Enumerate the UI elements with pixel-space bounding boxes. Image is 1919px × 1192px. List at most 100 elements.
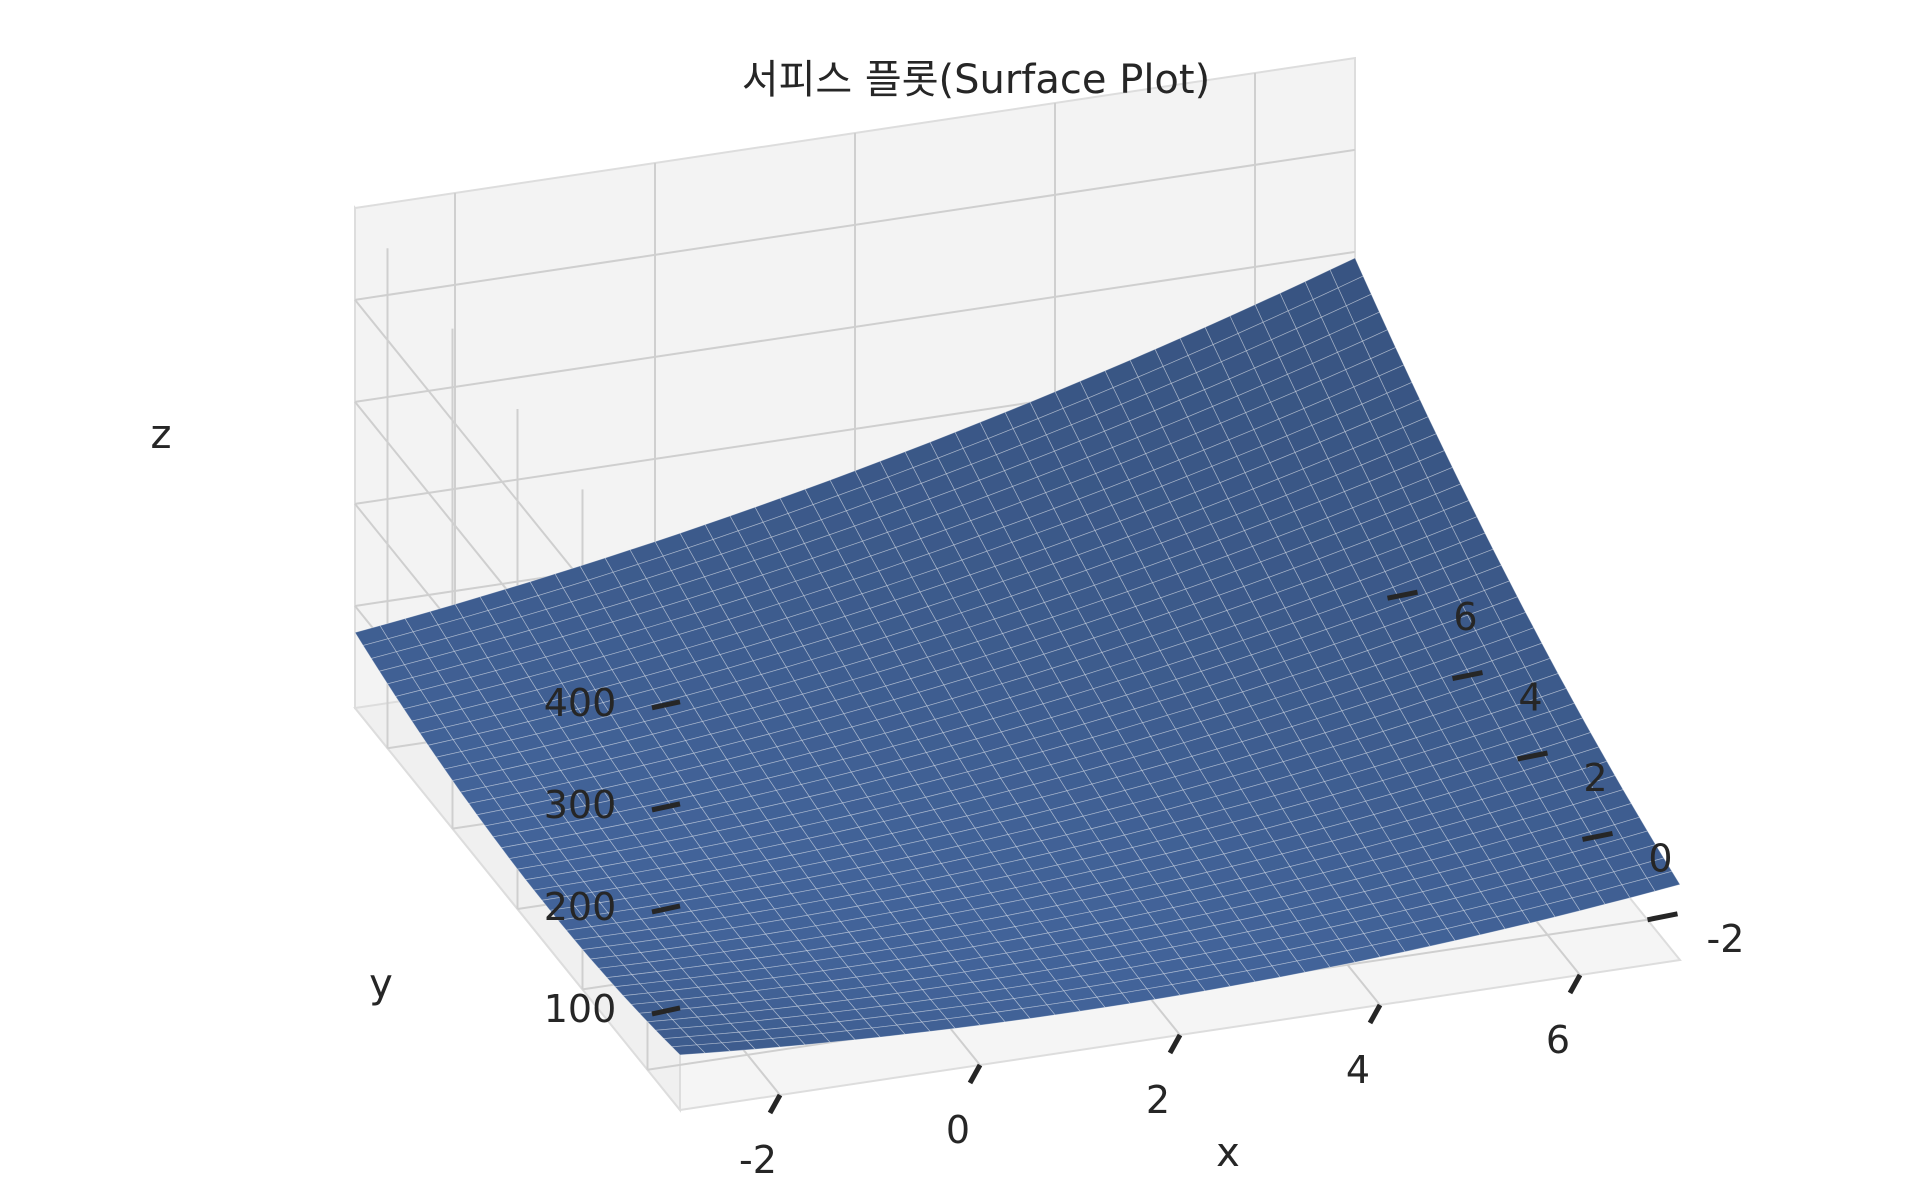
surface-facet: [973, 863, 1009, 882]
surface-facet: [1137, 365, 1172, 395]
x-tick-mark: [1167, 1033, 1183, 1055]
surface-facet: [916, 777, 952, 798]
surface-facet: [813, 989, 849, 1004]
surface-facet: [1029, 980, 1065, 996]
surface-facet: [1292, 613, 1327, 639]
surface-facet: [946, 1015, 981, 1029]
surface-facet: [831, 942, 866, 958]
surface-facet: [1160, 588, 1195, 614]
surface-facet: [1572, 796, 1607, 819]
surface-facet: [681, 964, 716, 979]
surface-facet: [1110, 606, 1145, 631]
surface-facet: [1370, 346, 1405, 377]
surface-facet: [1187, 344, 1222, 374]
surface-facet: [696, 1042, 731, 1054]
surface-facet: [1314, 807, 1350, 829]
z-tick-mark: [651, 1005, 681, 1017]
surface-facet: [362, 638, 397, 659]
surface-facet: [1289, 814, 1325, 836]
surface-facet: [1117, 672, 1152, 696]
y-axis-label: y: [369, 961, 393, 1007]
surface-facet: [622, 992, 658, 1005]
surface-facet: [1554, 865, 1590, 886]
surface-facet: [724, 875, 759, 893]
z-tick-label: 400: [544, 681, 617, 725]
surface-facet: [1270, 391, 1305, 420]
surface-facet: [1070, 473, 1105, 500]
surface-facet: [1277, 468, 1312, 496]
surface-facet: [1242, 631, 1277, 656]
surface-facet: [1062, 397, 1097, 426]
surface-facet: [644, 668, 679, 690]
surface-facet: [1049, 757, 1085, 779]
surface-facet: [1224, 705, 1260, 729]
surface-facet: [1237, 321, 1272, 352]
surface-facet: [1457, 698, 1492, 723]
surface-facet: [821, 1030, 856, 1043]
surface-facet: [573, 936, 609, 951]
surface-facet: [643, 714, 679, 735]
surface-facet: [636, 655, 671, 677]
surface-facet: [1212, 332, 1247, 363]
surface-facet: [1024, 764, 1060, 785]
surface-facet: [1074, 750, 1110, 772]
surface-facet: [1307, 746, 1342, 769]
surface-facet: [1400, 647, 1435, 673]
surface-facet: [1197, 896, 1232, 915]
surface-facet: [893, 642, 929, 666]
surface-facet: [981, 915, 1016, 932]
surface-facet: [1532, 673, 1567, 698]
surface-facet: [996, 973, 1032, 989]
surface-facet: [791, 808, 827, 827]
surface-facet: [1507, 681, 1542, 706]
surface-facet: [1129, 962, 1165, 979]
surface-facet: [1367, 586, 1402, 613]
surface-facet: [811, 601, 846, 625]
z-axis-label: z: [151, 412, 172, 458]
surface-facet: [1250, 697, 1285, 721]
surface-facet: [1339, 800, 1375, 822]
surface-facet: [1192, 648, 1227, 672]
surface-facet: [1077, 545, 1112, 571]
surface-facet: [611, 662, 646, 684]
surface-facet: [933, 758, 969, 779]
surface-facet: [1245, 401, 1280, 431]
surface-facet: [828, 525, 864, 551]
surface-facet: [584, 800, 619, 818]
x-tick-label: 0: [946, 1108, 970, 1152]
y-tick-label: -2: [1707, 917, 1745, 961]
surface-facet: [879, 451, 914, 478]
surface-facet: [846, 996, 882, 1010]
surface-facet: [1295, 380, 1330, 410]
z-grid-right: [354, 148, 1356, 301]
surface-facet: [461, 657, 497, 678]
surface-facet: [1312, 287, 1347, 318]
surface-facet: [796, 1033, 831, 1046]
surface-facet: [1304, 926, 1340, 945]
surface-facet: [896, 1021, 931, 1035]
y-tick-mark: [1452, 670, 1483, 682]
surface-facet: [1260, 552, 1295, 578]
surface-facet: [1011, 476, 1047, 503]
surface-facet: [484, 820, 519, 838]
surface-facet: [500, 842, 536, 860]
y-tick-label: 4: [1518, 676, 1542, 720]
surface-facet: [829, 470, 864, 496]
surface-facet: [1016, 796, 1051, 817]
surface-facet: [495, 616, 531, 638]
surface-facet: [976, 633, 1012, 657]
surface-facet: [524, 875, 560, 891]
surface-facet: [484, 781, 520, 799]
surface-facet: [1357, 730, 1392, 754]
surface-facet: [714, 971, 749, 985]
surface-facet: [616, 883, 651, 900]
surface-facet: [1016, 751, 1052, 772]
surface-facet: [945, 463, 980, 491]
surface-facet: [901, 705, 936, 727]
surface-facet: [961, 550, 996, 576]
surface-facet: [678, 576, 714, 600]
surface-facet: [873, 884, 909, 902]
surface-facet: [741, 859, 776, 877]
surface-facet: [866, 833, 901, 852]
